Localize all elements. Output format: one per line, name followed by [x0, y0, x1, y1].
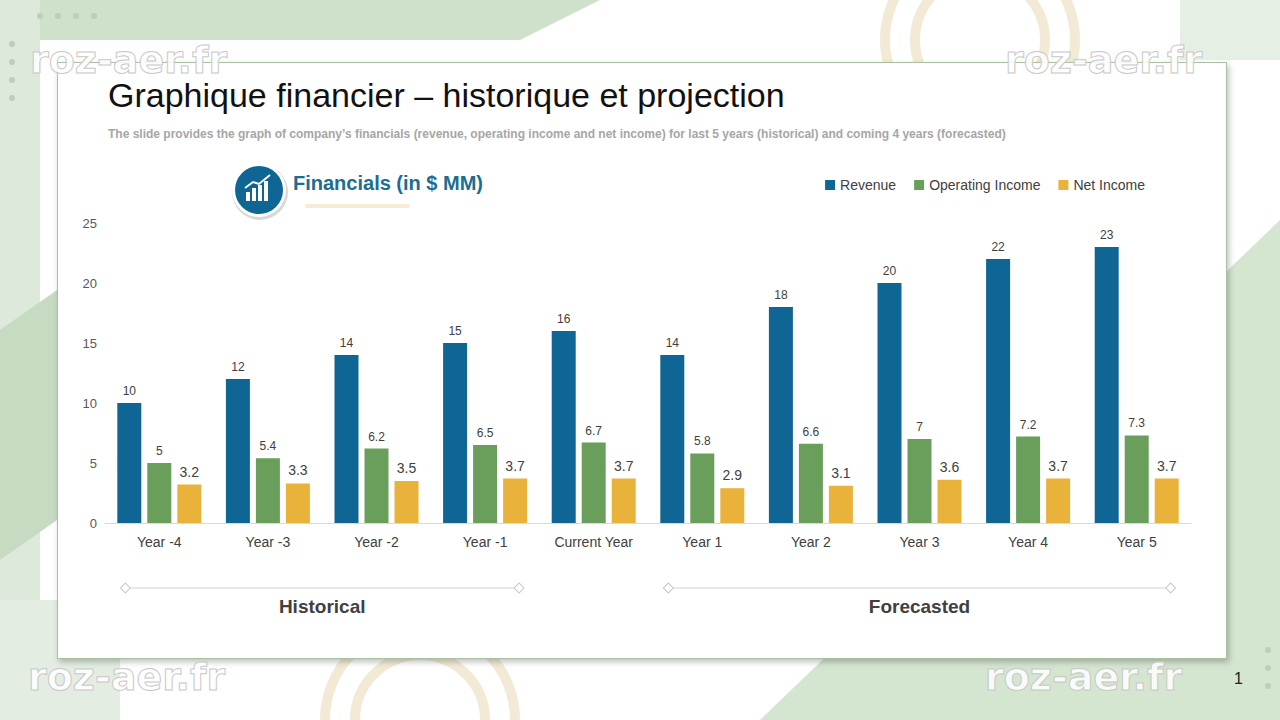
svg-text:15: 15 — [448, 324, 462, 338]
svg-text:Year 3: Year 3 — [900, 534, 940, 550]
svg-text:10: 10 — [83, 396, 97, 411]
svg-text:3.6: 3.6 — [940, 459, 960, 475]
svg-text:7.3: 7.3 — [1128, 416, 1145, 430]
svg-text:Year -3: Year -3 — [246, 534, 291, 550]
svg-text:5: 5 — [90, 456, 97, 471]
svg-text:16: 16 — [557, 312, 571, 326]
svg-text:12: 12 — [231, 360, 245, 374]
html-text:The slide provides the graph o: The slide provides the graph of company’… — [108, 127, 1006, 141]
html-text:1: 1 — [1234, 670, 1243, 687]
svg-text:20: 20 — [883, 264, 897, 278]
svg-text:Year 4: Year 4 — [1008, 534, 1048, 550]
svg-text:3.5: 3.5 — [397, 460, 417, 476]
svg-text:Forecasted: Forecasted — [869, 596, 970, 617]
svg-text:14: 14 — [666, 336, 680, 350]
svg-text:Historical: Historical — [279, 596, 366, 617]
svg-text:6.2: 6.2 — [368, 430, 385, 444]
svg-text:Year 2: Year 2 — [791, 534, 831, 550]
svg-text:25: 25 — [83, 216, 97, 231]
svg-text:3.7: 3.7 — [1048, 458, 1068, 474]
svg-text:23: 23 — [1100, 228, 1114, 242]
svg-text:Year 5: Year 5 — [1117, 534, 1157, 550]
svg-text:2.9: 2.9 — [723, 467, 743, 483]
svg-text:Net Income: Net Income — [1073, 177, 1145, 193]
svg-text:15: 15 — [83, 336, 97, 351]
svg-text:6.7: 6.7 — [585, 424, 602, 438]
svg-text:Year -4: Year -4 — [137, 534, 182, 550]
svg-text:Year 1: Year 1 — [682, 534, 722, 550]
svg-text:7: 7 — [916, 420, 923, 434]
svg-text:3.2: 3.2 — [180, 464, 200, 480]
svg-text:22: 22 — [991, 240, 1005, 254]
svg-text:5.4: 5.4 — [260, 439, 277, 453]
svg-text:3.7: 3.7 — [614, 458, 634, 474]
svg-text:5: 5 — [156, 444, 163, 458]
html-text:Graphique financier – historiq: Graphique financier – historique et proj… — [108, 76, 785, 114]
svg-text:0: 0 — [90, 516, 97, 531]
svg-text:6.5: 6.5 — [477, 426, 494, 440]
svg-text:5.8: 5.8 — [694, 434, 711, 448]
svg-text:3.7: 3.7 — [1157, 458, 1177, 474]
svg-text:20: 20 — [83, 276, 97, 291]
svg-text:3.7: 3.7 — [505, 458, 525, 474]
svg-text:3.1: 3.1 — [831, 465, 851, 481]
svg-text:Revenue: Revenue — [840, 177, 896, 193]
html-text:roz-aer.fr: roz-aer.fr — [30, 38, 228, 82]
svg-text:6.6: 6.6 — [803, 425, 820, 439]
html-text:roz-aer.fr: roz-aer.fr — [1005, 38, 1203, 82]
svg-text:Year -2: Year -2 — [354, 534, 399, 550]
svg-text:Year -1: Year -1 — [463, 534, 508, 550]
svg-text:Operating Income: Operating Income — [929, 177, 1040, 193]
svg-text:7.2: 7.2 — [1020, 418, 1037, 432]
svg-text:14: 14 — [340, 336, 354, 350]
html-text:roz-aer.fr: roz-aer.fr — [985, 655, 1183, 699]
html-text:roz-aer.fr: roz-aer.fr — [28, 655, 226, 699]
svg-text:18: 18 — [774, 288, 788, 302]
svg-text:Current Year: Current Year — [554, 534, 633, 550]
html-text:Financials (in $ MM): Financials (in $ MM) — [293, 172, 483, 194]
svg-text:10: 10 — [123, 384, 137, 398]
svg-text:3.3: 3.3 — [288, 462, 308, 478]
